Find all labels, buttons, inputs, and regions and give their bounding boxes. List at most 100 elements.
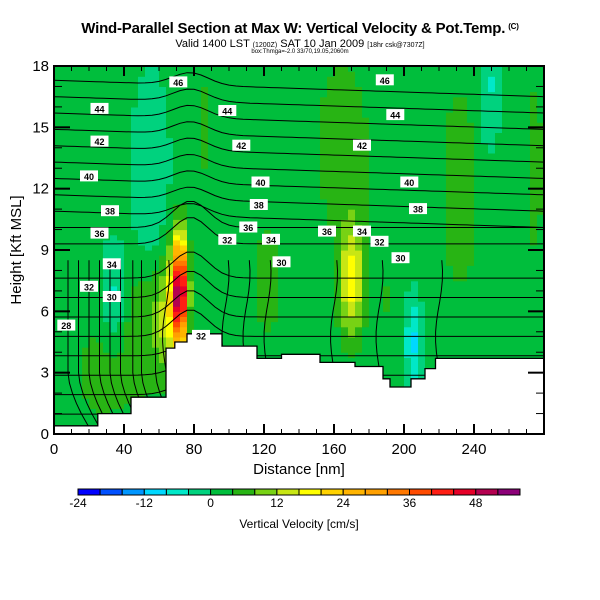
velocity-cell [418, 347, 426, 353]
velocity-cell [404, 336, 412, 343]
velocity-cell [467, 142, 475, 149]
velocity-cell [334, 336, 342, 343]
velocity-cell [243, 239, 251, 246]
velocity-cell [215, 81, 223, 87]
velocity-cell [229, 96, 237, 103]
velocity-cell [159, 198, 167, 205]
velocity-cell [159, 204, 167, 210]
velocity-cell [488, 76, 496, 82]
velocity-cell [474, 122, 482, 128]
velocity-cell [481, 219, 489, 225]
velocity-cell [222, 316, 230, 323]
velocity-cell [313, 173, 321, 179]
velocity-cell [467, 265, 475, 271]
velocity-cell [348, 117, 356, 123]
velocity-cell [229, 173, 237, 179]
velocity-cell [530, 152, 538, 159]
velocity-cell [292, 209, 300, 215]
velocity-cell [474, 270, 482, 277]
velocity-cell [124, 342, 132, 348]
velocity-cell [292, 214, 300, 220]
velocity-cell [453, 101, 461, 108]
velocity-cell [61, 76, 69, 82]
velocity-cell [110, 357, 118, 363]
velocity-cell [292, 152, 300, 159]
velocity-cell [89, 362, 97, 369]
velocity-cell [54, 147, 62, 154]
velocity-cell [453, 137, 461, 144]
velocity-cell [82, 91, 90, 98]
velocity-cell [509, 321, 517, 328]
velocity-cell [222, 311, 230, 317]
velocity-cell [488, 106, 496, 113]
velocity-cell [61, 265, 69, 271]
velocity-cell [215, 204, 223, 210]
velocity-cell [278, 198, 286, 205]
velocity-cell [495, 188, 503, 195]
velocity-cell [306, 173, 314, 179]
velocity-cell [320, 270, 328, 277]
velocity-cell [278, 234, 286, 241]
velocity-cell [145, 163, 153, 169]
velocity-cell [299, 321, 307, 328]
velocity-cell [376, 96, 384, 103]
velocity-cell [110, 198, 118, 205]
velocity-cell [460, 336, 468, 343]
velocity-cell [180, 183, 188, 190]
velocity-cell [159, 372, 167, 379]
velocity-cell [222, 178, 230, 185]
velocity-cell [285, 137, 293, 144]
velocity-cell [152, 66, 160, 72]
velocity-cell [152, 152, 160, 159]
velocity-cell [320, 357, 328, 363]
velocity-cell [82, 71, 90, 77]
velocity-cell [355, 311, 363, 317]
velocity-cell [348, 316, 356, 323]
velocity-cell [397, 152, 405, 159]
velocity-cell [117, 214, 125, 220]
velocity-cell [194, 168, 202, 174]
velocity-cell [397, 367, 405, 374]
velocity-cell [509, 250, 517, 256]
velocity-cell [292, 316, 300, 323]
velocity-cell [124, 296, 132, 302]
velocity-cell [348, 336, 356, 343]
velocity-cell [201, 260, 209, 266]
velocity-cell [75, 382, 83, 389]
velocity-cell [460, 296, 468, 302]
velocity-cell [215, 76, 223, 82]
velocity-cell [362, 301, 370, 307]
velocity-cell [180, 280, 188, 287]
velocity-cell [369, 280, 377, 287]
velocity-cell [124, 122, 132, 128]
velocity-cell [257, 255, 265, 261]
velocity-cell [180, 234, 188, 241]
velocity-cell [453, 91, 461, 98]
velocity-cell [530, 321, 538, 328]
velocity-cell [404, 296, 412, 302]
velocity-cell [152, 163, 160, 169]
velocity-cell [292, 137, 300, 144]
velocity-cell [530, 158, 538, 164]
velocity-cell [460, 301, 468, 307]
velocity-cell [516, 76, 524, 82]
velocity-cell [495, 239, 503, 246]
velocity-cell [516, 336, 524, 343]
velocity-cell [187, 117, 195, 123]
velocity-cell [411, 127, 419, 133]
velocity-cell [131, 173, 139, 179]
velocity-cell [222, 142, 230, 149]
velocity-cell [117, 137, 125, 144]
velocity-cell [425, 81, 433, 87]
velocity-cell [362, 183, 370, 190]
velocity-cell [383, 71, 391, 77]
velocity-cell [215, 260, 223, 266]
velocity-cell [257, 219, 265, 225]
velocity-cell [509, 66, 517, 72]
velocity-cell [54, 229, 62, 236]
velocity-cell [166, 178, 174, 185]
velocity-cell [425, 316, 433, 323]
velocity-cell [250, 260, 258, 266]
velocity-cell [292, 270, 300, 277]
velocity-cell [124, 188, 132, 195]
